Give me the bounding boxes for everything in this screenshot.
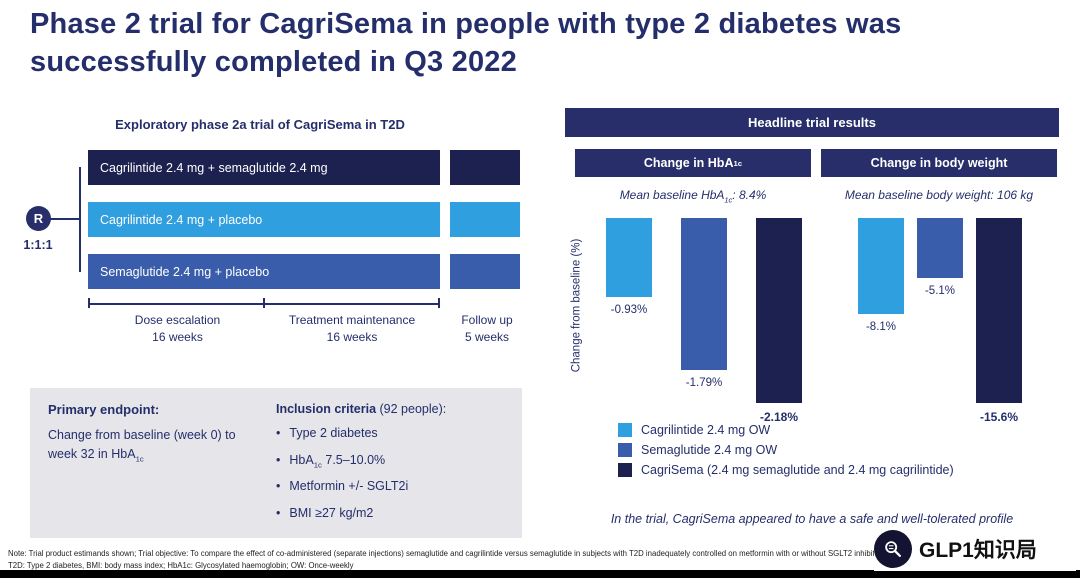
watermark: GLP1知识局 [874,527,1076,571]
randomization-connector-vertical [79,167,81,272]
bullet-icon: • [276,426,281,440]
bar-semaglutide [917,218,963,278]
legend-swatch [618,463,632,477]
bar-column: -5.1% [917,218,963,297]
arm-bar-semaglutide: Semaglutide 2.4 mg + placebo [88,254,440,289]
bar-value-label: -8.1% [865,321,897,333]
bar-value-label: -2.18% [759,410,799,424]
bar-column: -1.79% [681,218,727,389]
list-item: • HbA1c 7.5–10.0% [276,452,521,471]
weight-chart: -8.1% -5.1% -15.6% [858,218,1022,424]
phase-follow-up: Follow up 5 weeks [443,312,531,347]
hba1c-baseline-note: Mean baseline HbA1c: 8.4% [619,188,767,205]
inclusion-criteria-section: Inclusion criteria (92 people): • Type 2… [276,402,521,531]
randomization-connector-horizontal [50,218,80,220]
arm-label: Semaglutide 2.4 mg + placebo [100,264,270,279]
endpoint-box [30,388,522,538]
footnote-line-2: T2D: Type 2 diabetes, BMI: body mass ind… [8,561,354,571]
legend-swatch [618,443,632,457]
conclusion-text: In the trial, CagriSema appeared to have… [610,512,1014,526]
arm-bar-cagrilintide: Cagrilintide 2.4 mg + placebo [88,202,440,237]
timeline-tick [88,298,90,308]
list-item: • Type 2 diabetes [276,425,521,444]
primary-endpoint-text: Change from baseline (week 0) to week 32… [48,426,263,465]
arm-bar-cagrisema: Cagrilintide 2.4 mg + semaglutide 2.4 mg [88,150,440,185]
bar-cagrisema [756,218,802,403]
list-item: • BMI ≥27 kg/m2 [276,505,521,524]
timeline-tick [263,298,265,308]
primary-endpoint-section: Primary endpoint: Change from baseline (… [48,402,263,465]
primary-endpoint-label: Primary endpoint: [48,402,160,417]
arm-followup-bar-cagrilintide [450,202,520,237]
bar-cagrilintide [606,218,652,297]
legend-label: Semaglutide 2.4 mg OW [641,443,778,457]
y-axis-label: Change from baseline (%) [570,238,583,373]
arm-label: Cagrilintide 2.4 mg + semaglutide 2.4 mg [100,160,328,175]
hba1c-chart: -0.93% -1.79% -2.18% [606,218,802,424]
inclusion-label-bold: Inclusion criteria [276,402,377,416]
page-title: Phase 2 trial for CagriSema in people wi… [30,6,1050,81]
legend-item-cagrisema: CagriSema (2.4 mg semaglutide and 2.4 mg… [618,463,954,477]
bullet-icon: • [276,479,281,494]
bottom-divider-bar [0,570,1080,578]
phase-dose-escalation: Dose escalation 16 weeks [100,312,255,347]
randomization-ratio: 1:1:1 [23,238,53,252]
bar-column: -15.6% [976,218,1022,424]
hba1c-subscript: 1c [733,158,743,168]
arm-followup-bar-cagrisema [450,150,520,185]
bar-value-label: -0.93% [610,304,648,316]
bullet-text: HbA1c 7.5–10.0% [289,452,386,470]
weight-chart-header: Change in body weight [821,149,1057,177]
bullet-icon: • [276,505,281,520]
bar-column: -2.18% [756,218,802,424]
footnote: Note: Trial product estimands shown; Tri… [8,548,1072,572]
inclusion-criteria-label: Inclusion criteria (92 people): [276,402,521,416]
weight-baseline-note: Mean baseline body weight: 106 kg [844,188,1034,202]
bar-column: -8.1% [858,218,904,333]
timeline-tick [438,298,440,308]
trial-design-heading: Exploratory phase 2a trial of CagriSema … [115,117,405,132]
arm-label: Cagrilintide 2.4 mg + placebo [100,212,263,227]
phase-duration: 16 weeks [326,330,378,345]
bar-semaglutide [681,218,727,370]
legend-swatch [618,423,632,437]
magnifier-icon [874,530,912,568]
arm-followup-bar-semaglutide [450,254,520,289]
inclusion-label-rest: (92 people): [376,402,447,416]
bar-value-label: -5.1% [924,285,956,297]
legend-item-cagrilintide: Cagrilintide 2.4 mg OW [618,423,954,437]
bullet-text: Metformin +/- SGLT2i [289,479,409,494]
title-line-2: successfully completed in Q3 2022 [30,45,517,78]
bar-value-label: -1.79% [685,377,723,389]
bullet-text: BMI ≥27 kg/m2 [289,505,374,520]
phase-duration: 5 weeks [464,330,510,345]
bar-value-label: -15.6% [979,410,1019,424]
bar-column: -0.93% [606,218,652,316]
legend-label: CagriSema (2.4 mg semaglutide and 2.4 mg… [641,463,954,477]
phase-label: Follow up [461,313,513,327]
footnote-line-1: Note: Trial product estimands shown; Tri… [8,549,882,558]
phase-treatment-maintenance: Treatment maintenance 16 weeks [262,312,442,347]
watermark-text: GLP1知识局 [919,539,1037,562]
phase-label: Treatment maintenance [288,313,416,327]
phase-duration: 16 weeks [152,330,203,345]
bullet-text: Type 2 diabetes [289,426,378,440]
list-item: • Metformin +/- SGLT2i [276,478,521,497]
primary-endpoint-text-pre: Change from baseline (week 0) to week 32… [48,428,236,461]
legend-item-semaglutide: Semaglutide 2.4 mg OW [618,443,954,457]
phase-label: Dose escalation [134,313,221,327]
hba1c-chart-header: Change in HbA 1c [575,149,811,177]
bullet-icon: • [276,452,281,467]
results-header: Headline trial results [565,108,1059,137]
bar-cagrilintide [858,218,904,314]
bar-cagrisema [976,218,1022,403]
title-line-1: Phase 2 trial for CagriSema in people wi… [30,8,902,40]
legend-label: Cagrilintide 2.4 mg OW [641,423,771,437]
hba1c-subscript: 1c [135,454,144,464]
chart-legend: Cagrilintide 2.4 mg OW Semaglutide 2.4 m… [618,423,954,483]
randomization-symbol: R [26,206,51,231]
